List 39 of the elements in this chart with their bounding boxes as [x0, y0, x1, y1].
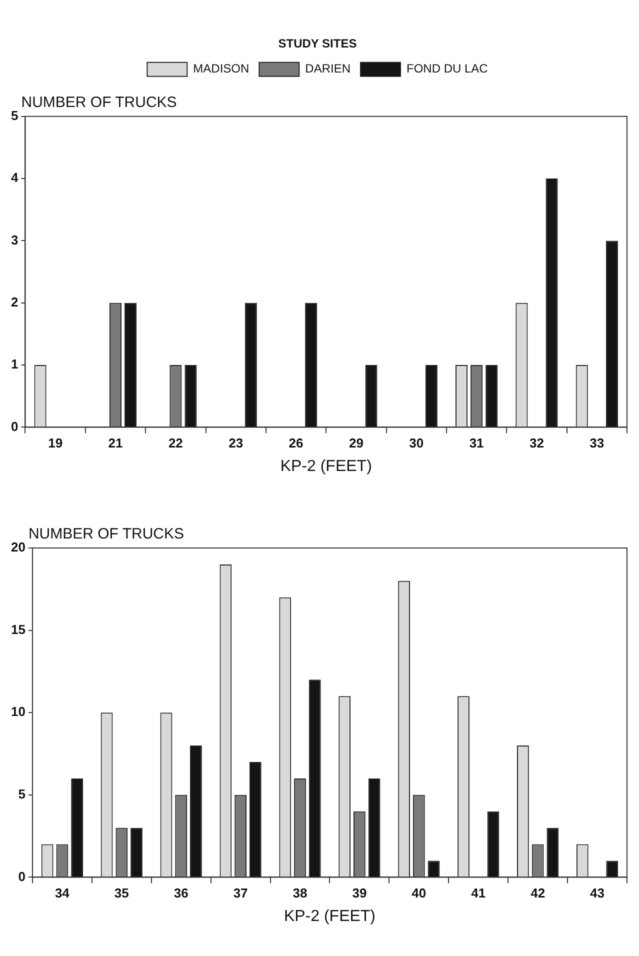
legend-label: DARIEN	[305, 62, 351, 76]
y-tick-label: 1	[10, 356, 18, 372]
x-tick-label: 37	[233, 886, 248, 901]
legend-title: STUDY SITES	[278, 36, 357, 50]
x-tick-label: 32	[530, 436, 544, 451]
y-axis-title: NUMBER OF TRUCKS	[28, 526, 184, 543]
x-tick-label: 30	[409, 436, 424, 451]
y-tick-label: 0	[18, 868, 26, 884]
x-axis-title: KP-2 (FEET)	[284, 908, 376, 925]
y-tick-label: 20	[10, 540, 26, 555]
y-tick-label: 10	[10, 704, 26, 720]
x-tick-label: 22	[168, 436, 183, 451]
y-tick-label: 0	[10, 418, 18, 434]
legend-label: FOND DU LAC	[406, 62, 488, 76]
y-tick-label: 4	[10, 170, 19, 186]
y-tick-label: 15	[10, 622, 26, 637]
y-axis-title: NUMBER OF TRUCKS	[21, 94, 177, 112]
x-tick-label: 38	[292, 886, 308, 901]
x-tick-label: 23	[228, 436, 244, 451]
x-tick-label: 40	[412, 886, 426, 901]
x-tick-label: 31	[469, 436, 484, 451]
x-tick-label: 34	[54, 886, 70, 901]
x-tick-label: 21	[108, 436, 123, 451]
x-tick-label: 19	[48, 436, 63, 451]
legend-label: MADISON	[193, 62, 250, 76]
x-tick-label: 35	[114, 886, 129, 901]
x-tick-label: 41	[471, 886, 486, 901]
x-tick-label: 42	[530, 886, 546, 901]
x-tick-label: 39	[352, 886, 367, 901]
y-tick-label: 3	[10, 232, 18, 248]
y-tick-label: 5	[18, 786, 26, 802]
y-tick-label: 2	[10, 294, 18, 310]
x-tick-label: 43	[590, 886, 605, 901]
x-tick-label: 26	[288, 436, 304, 451]
x-axis-title: KP-2 (FEET)	[280, 458, 372, 475]
x-tick-label: 29	[348, 436, 364, 451]
x-tick-label: 33	[590, 436, 604, 451]
y-tick-label: 5	[10, 108, 18, 123]
x-tick-label: 36	[174, 886, 188, 901]
